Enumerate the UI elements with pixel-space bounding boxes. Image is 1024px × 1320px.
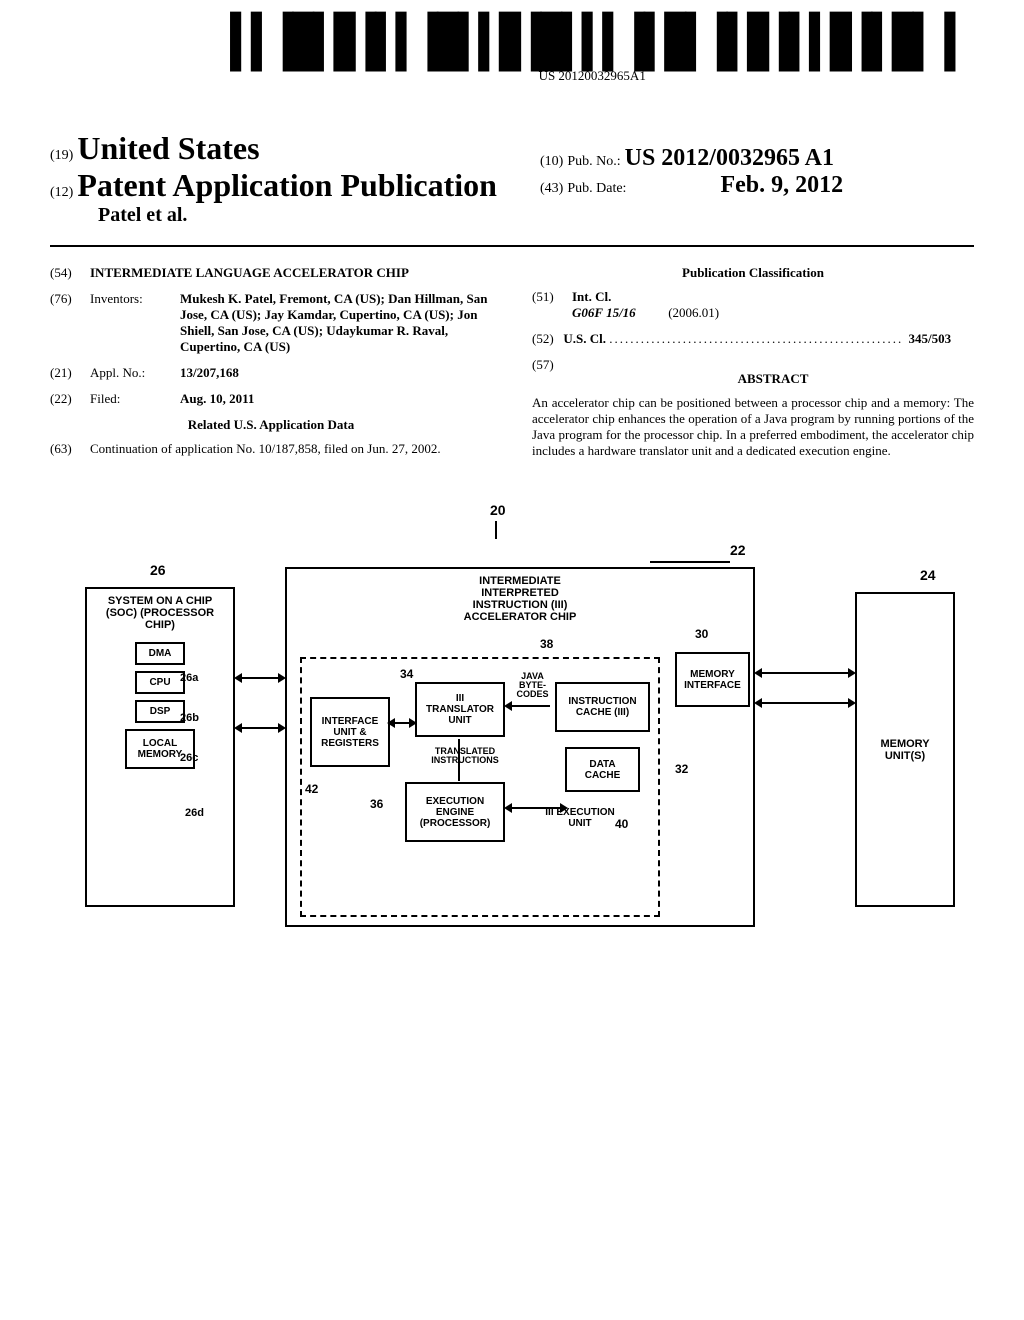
filed-value: Aug. 10, 2011 <box>180 391 492 407</box>
inventors-tag: (76) <box>50 291 90 355</box>
barcode-graphic: ▌▌▐█▌█▐▌▌▐█▌▌█▐█▌▌▌▐▌█▌▐▌█▐▌▌█▐▌█▌▐ <box>230 24 954 64</box>
pubno-prefix: (10) <box>540 154 563 169</box>
arrow-if-trans <box>395 722 409 724</box>
ref-38: 38 <box>540 637 553 651</box>
arrow-soc-accel-1 <box>242 677 278 679</box>
arrow-soc-accel-2 <box>242 727 278 729</box>
related-heading: Related U.S. Application Data <box>50 417 492 433</box>
exec-engine-box: EXECUTION ENGINE (PROCESSOR) <box>405 782 505 842</box>
dsp-box: DSP <box>135 700 185 723</box>
abstract-text: An accelerator chip can be positioned be… <box>532 395 974 459</box>
ref-30: 30 <box>695 627 708 641</box>
inventors-label: Inventors: <box>90 291 180 355</box>
ref-26a: 26a <box>180 672 198 684</box>
intcl-tag: (51) <box>532 289 572 321</box>
title-value: INTERMEDIATE LANGUAGE ACCELERATOR CHIP <box>90 265 492 281</box>
ref-24: 24 <box>920 567 936 583</box>
leadline-22 <box>650 561 730 563</box>
cpu-box: CPU <box>135 671 185 694</box>
iii-exec-label: III EXECUTION UNIT <box>545 807 615 829</box>
arrow-accel-mem-2 <box>762 702 848 704</box>
memory-units-box: MEMORY UNIT(S) <box>855 592 955 907</box>
line12-prefix: (12) <box>50 185 73 200</box>
header-right: (10) Pub. No.: US 2012/0032965 A1 (43) P… <box>540 145 843 199</box>
cont-value: Continuation of application No. 10/187,8… <box>90 441 492 457</box>
figure-area: 20 22 26 24 SYSTEM ON A CHIP (SOC) (PROC… <box>50 507 970 1027</box>
ref-26d: 26d <box>185 807 204 819</box>
filed-tag: (22) <box>50 391 90 407</box>
intcl-label: Int. Cl. <box>572 289 611 304</box>
divider <box>50 245 974 247</box>
java-bytecodes-label: JAVA BYTE-CODES <box>510 672 555 699</box>
mem-interface-box: MEMORY INTERFACE <box>675 652 750 707</box>
publication-type: Patent Application Publication <box>77 167 497 203</box>
uscl-dots: ........................................… <box>609 331 908 346</box>
accel-title: INTERMEDIATE INTERPRETED INSTRUCTION (II… <box>450 575 590 623</box>
arrow-trans-exec-v <box>458 739 460 781</box>
interface-unit-box: INTERFACE UNIT & REGISTERS <box>310 697 390 767</box>
pubno-label: Pub. No.: <box>567 154 620 169</box>
soc-box: SYSTEM ON A CHIP (SOC) (PROCESSOR CHIP) … <box>85 587 235 907</box>
ref-20: 20 <box>490 502 506 518</box>
leadline-20 <box>495 521 497 539</box>
dma-box: DMA <box>135 642 185 665</box>
data-cache-box: DATA CACHE <box>565 747 640 792</box>
applno-label: Appl. No.: <box>90 365 180 381</box>
country: United States <box>77 130 259 166</box>
ref-36: 36 <box>370 797 383 811</box>
filed-label: Filed: <box>90 391 180 407</box>
translator-box: III TRANSLATOR UNIT <box>415 682 505 737</box>
pubdate-prefix: (43) <box>540 181 563 196</box>
biblio-left-col: (54) INTERMEDIATE LANGUAGE ACCELERATOR C… <box>50 265 492 467</box>
ref-26c: 26c <box>180 752 198 764</box>
pubdate-value: Feb. 9, 2012 <box>720 172 843 198</box>
ref-22: 22 <box>730 542 746 558</box>
barcode-region: ▌▌▐█▌█▐▌▌▐█▌▌█▐█▌▌▌▐▌█▌▐▌█▐▌▌█▐▌█▌▐ US 2… <box>230 30 954 84</box>
arrow-accel-mem-1 <box>762 672 848 674</box>
title-tag: (54) <box>50 265 90 281</box>
biblio-right-col: Publication Classification (51) Int. Cl.… <box>532 265 974 467</box>
applno-tag: (21) <box>50 365 90 381</box>
intcl-date: (2006.01) <box>668 305 719 320</box>
ref-26: 26 <box>150 562 166 578</box>
arrow-cache-trans <box>512 705 550 707</box>
biblio-section: (54) INTERMEDIATE LANGUAGE ACCELERATOR C… <box>50 265 974 467</box>
applno-value: 13/207,168 <box>180 365 492 381</box>
uscl-label: U.S. Cl. <box>563 331 606 346</box>
soc-title: SYSTEM ON A CHIP (SOC) (PROCESSOR CHIP) <box>93 595 227 631</box>
pubclass-heading: Publication Classification <box>532 265 974 281</box>
intcl-code: G06F 15/16 <box>572 305 636 320</box>
ref-42: 42 <box>305 782 318 796</box>
pubno-value: US 2012/0032965 A1 <box>625 145 834 171</box>
ref-32: 32 <box>675 762 688 776</box>
inventors-value: Mukesh K. Patel, Fremont, CA (US); Dan H… <box>180 291 492 355</box>
arrow-dc-exec <box>512 807 560 809</box>
instr-cache-box: INSTRUCTION CACHE (III) <box>555 682 650 732</box>
abstract-tag: (57) <box>532 357 572 395</box>
line19-prefix: (19) <box>50 148 73 163</box>
translated-instr-label: TRANSLATED INSTRUCTIONS <box>420 747 510 765</box>
authors-line: Patel et al. <box>50 204 974 227</box>
pubdate-label: Pub. Date: <box>567 181 626 196</box>
uscl-tag: (52) <box>532 331 554 346</box>
ref-40: 40 <box>615 817 628 831</box>
ref-34: 34 <box>400 667 413 681</box>
ref-26b: 26b <box>180 712 199 724</box>
cont-tag: (63) <box>50 441 90 457</box>
abstract-heading: ABSTRACT <box>572 371 974 387</box>
uscl-value: 345/503 <box>909 331 952 346</box>
